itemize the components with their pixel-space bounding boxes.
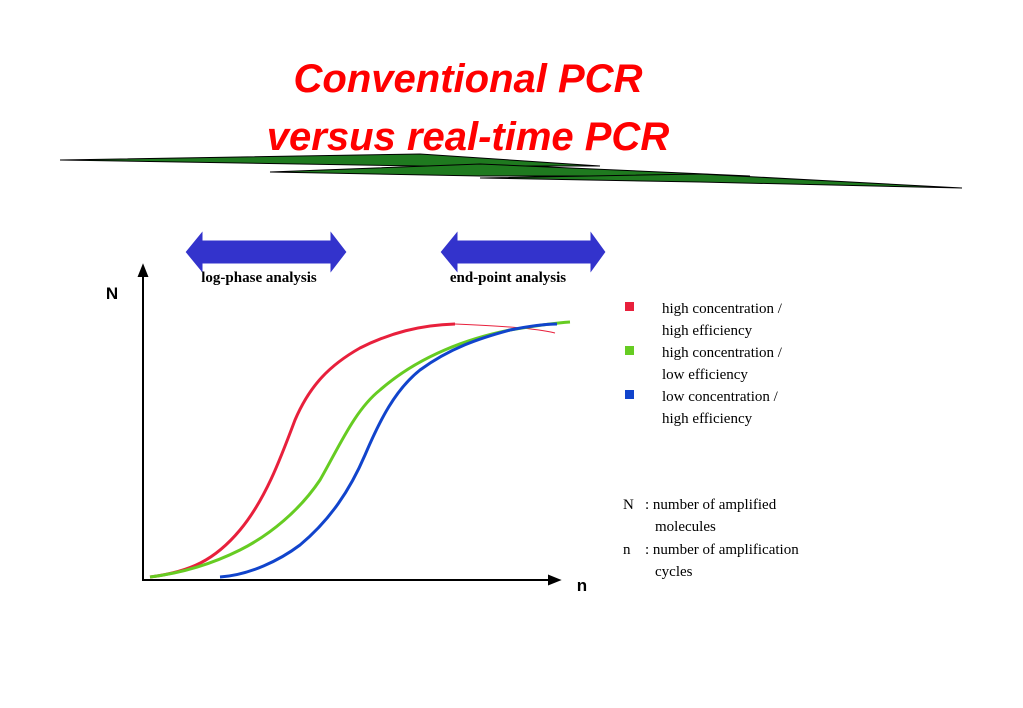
arrow-label: end-point analysis [450, 270, 566, 286]
legend: high concentration / high efficiency hig… [625, 301, 783, 427]
legend-text: high efficiency [662, 411, 753, 427]
curves [149, 320, 571, 579]
double-arrow [184, 228, 348, 276]
legend-swatch [625, 390, 634, 399]
double-arrow [439, 228, 607, 276]
title-line: Conventional PCR [294, 57, 643, 101]
notes: N : number of amplified molecules n : nu… [623, 497, 799, 580]
decorative-wedges [59, 153, 963, 189]
note-text: : number of amplification [645, 542, 799, 558]
wedge [269, 163, 751, 177]
curve [219, 322, 558, 579]
arrowhead [548, 574, 562, 586]
note-text: cycles [655, 564, 693, 580]
legend-text: high efficiency [662, 323, 753, 339]
curve-tail [454, 323, 556, 334]
axes [137, 263, 562, 586]
legend-text: low efficiency [662, 367, 748, 383]
note-text: molecules [655, 519, 716, 535]
note-symbol: N [623, 497, 634, 513]
x-axis-label: n [577, 576, 587, 595]
wedge [59, 153, 601, 167]
arrowhead [137, 263, 149, 277]
wedge [479, 173, 963, 189]
title-line: versus real-time PCR [267, 115, 670, 159]
note-symbol: n [623, 542, 631, 558]
legend-text: high concentration / [662, 345, 783, 361]
legend-text: low concentration / [662, 389, 779, 405]
legend-swatch [625, 346, 634, 355]
legend-text: high concentration / [662, 301, 783, 317]
curve [149, 322, 456, 579]
arrow-label: log-phase analysis [201, 270, 317, 286]
note-text: : number of amplified [645, 497, 777, 513]
y-axis-label: N [106, 284, 118, 303]
legend-swatch [625, 302, 634, 311]
range-arrows [184, 228, 607, 276]
